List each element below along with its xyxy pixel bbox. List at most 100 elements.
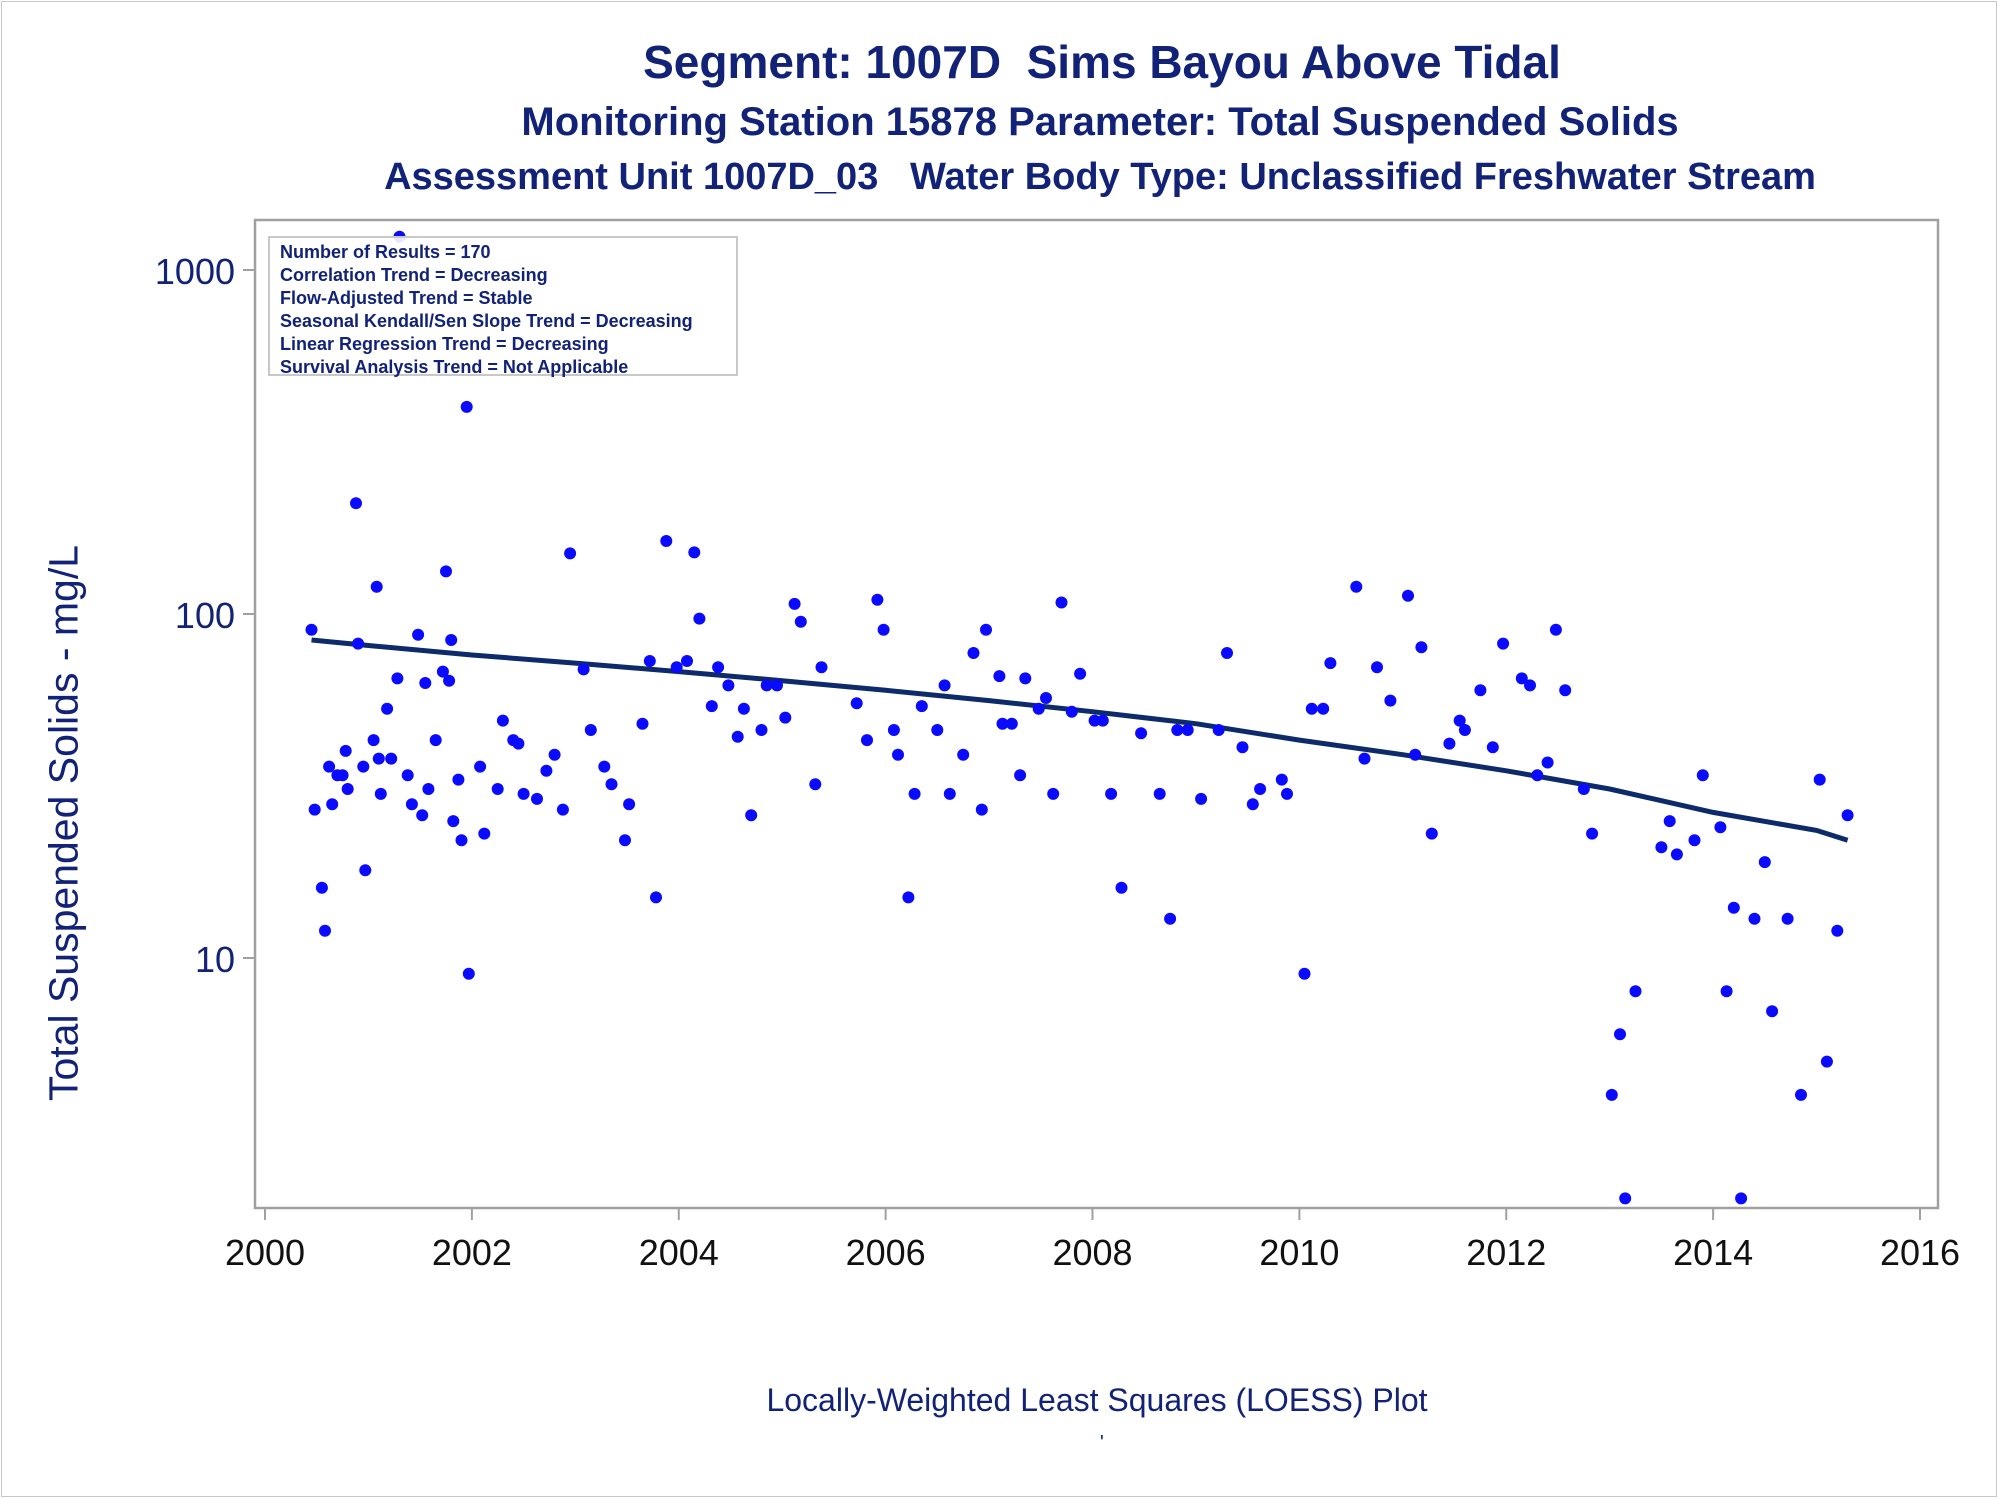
data-point [548,748,561,761]
data-point [731,730,744,743]
data-point [350,497,362,510]
data-point [1813,773,1826,786]
data-point [491,783,504,795]
data-point [1714,821,1727,834]
data-point [1820,1055,1833,1068]
data-point [455,834,468,847]
data-point [1019,672,1032,685]
data-point [623,798,636,811]
data-point [419,677,432,689]
data-point [943,787,956,800]
x-tick-label: 2014 [1673,1232,1753,1273]
data-point [1317,702,1330,715]
data-point [1275,773,1288,786]
data-point [556,803,569,816]
data-point [1298,967,1311,980]
data-point [1105,787,1118,800]
data-point [908,787,921,800]
data-point [693,612,706,625]
data-point [1221,647,1233,659]
data-point [352,637,365,650]
data-point [336,769,349,782]
data-point [445,634,458,646]
plot-frame [253,218,1940,1210]
data-point [478,827,491,840]
data-point [577,663,590,676]
data-point [308,803,321,816]
data-point [1629,985,1642,998]
data-point [357,760,370,773]
data-point [745,809,758,822]
x-tick-label: 2004 [639,1232,719,1273]
data-point [1688,834,1701,847]
data-point [474,760,487,773]
data-point [760,679,773,692]
data-point [1350,580,1363,593]
data-point [1655,841,1668,854]
data-point [877,623,890,636]
data-point [429,734,442,747]
data-point [1831,924,1844,937]
x-tick-label: 2006 [846,1232,926,1273]
stat-correlation-trend: Correlation Trend = Decreasing [280,265,548,285]
data-point [1384,694,1397,707]
x-tick-label: 2000 [225,1232,305,1273]
data-point [902,891,915,904]
data-point [1781,912,1794,925]
data-point [1577,783,1590,795]
x-tick-label: 2002 [432,1232,512,1273]
data-point [1065,705,1078,718]
data-point [931,724,944,736]
data-point [1005,717,1018,730]
data-point [412,628,425,641]
data-point [815,661,828,674]
chart-subtitle-assessment: Assessment Unit 1007D_03 Water Body Type… [384,156,1816,198]
data-point [564,547,577,560]
data-point [1720,985,1733,998]
data-point [1727,901,1740,914]
data-point [1497,637,1510,650]
data-point [416,809,429,822]
data-point [540,764,553,777]
data-point [887,724,900,736]
stat-number-of-results: Number of Results = 170 [280,242,491,262]
data-point [670,661,683,674]
data-point [1443,737,1456,750]
y-tick-label: 10 [195,939,235,980]
loess-trend-line [311,637,1849,843]
data-point [1766,1005,1779,1018]
data-point [1074,667,1087,680]
data-point [779,711,792,724]
data-point [1795,1088,1807,1101]
data-point [401,769,414,782]
data-point [1758,856,1771,869]
x-tick-label: 2008 [1052,1232,1132,1273]
data-point [957,748,970,761]
stat-flow-adjusted-trend: Flow-Adjusted Trend = Stable [280,288,533,308]
data-point [1212,724,1225,736]
data-point [755,724,768,736]
x-tick-label: 2012 [1466,1232,1546,1273]
data-point [1135,727,1148,740]
data-point [1425,827,1438,840]
data-point [1841,809,1854,822]
data-point [1486,741,1499,754]
data-point [1236,741,1249,754]
data-point [1619,1192,1632,1205]
data-point [339,744,352,757]
data-point [372,752,385,765]
data-point [341,783,354,795]
y-tick-label: 1000 [155,251,235,292]
data-point [305,623,318,636]
data-point [975,803,988,816]
data-point [385,752,398,765]
data-point [1415,641,1428,654]
data-point [1663,815,1676,828]
data-point [1181,724,1194,736]
data-point [1254,783,1267,795]
data-point [447,815,460,828]
footnote-loess: Locally-Weighted Least Squares (LOESS) P… [766,1382,1428,1418]
data-point [660,535,673,547]
data-point [996,717,1009,730]
